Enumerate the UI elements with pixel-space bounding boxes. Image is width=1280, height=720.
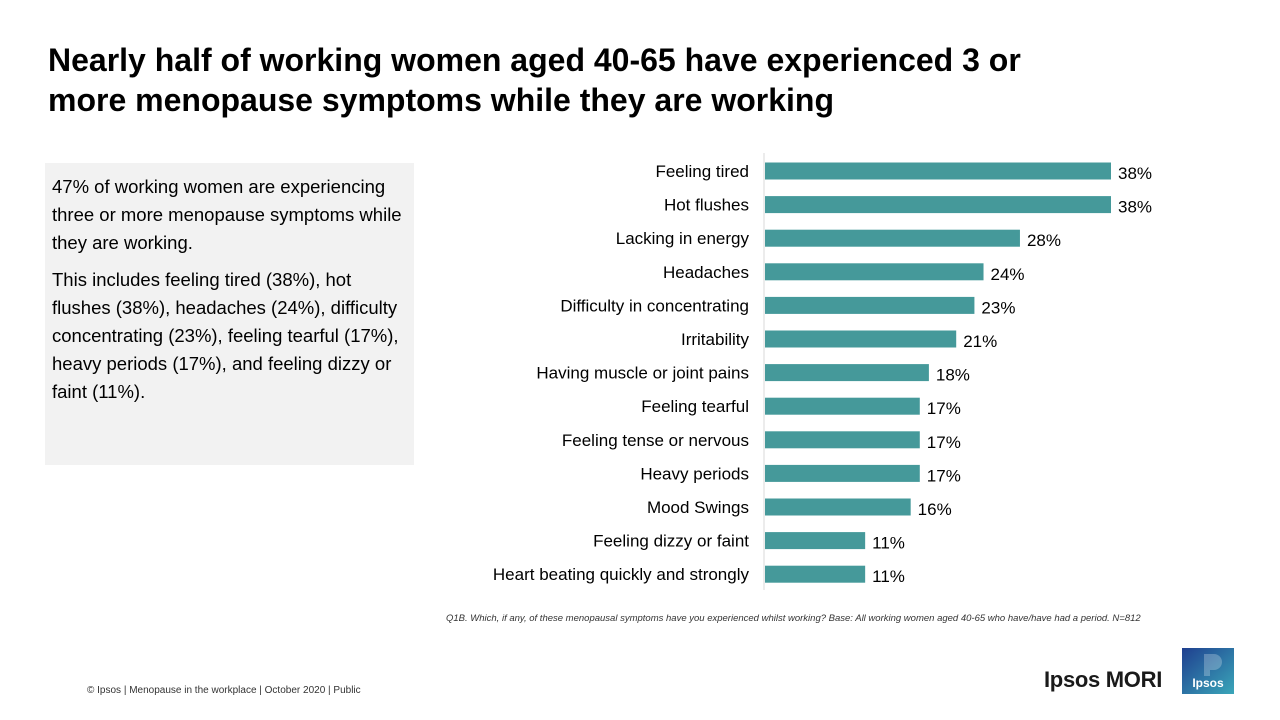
summary-paragraph-1: 47% of working women are experiencing th… <box>52 176 402 253</box>
bar <box>765 162 1111 180</box>
data-label: 38% <box>1118 198 1152 217</box>
category-label: Headaches <box>663 263 749 282</box>
bar <box>765 532 866 550</box>
category-label: Hot flushes <box>664 196 749 215</box>
logo-text: Ipsos <box>1192 676 1224 690</box>
bar <box>765 330 957 348</box>
category-label: Irritability <box>681 330 750 349</box>
data-label: 18% <box>936 366 970 385</box>
slide-title-line-2: more menopause symptoms while they are w… <box>48 82 834 118</box>
data-label: 28% <box>1027 231 1061 250</box>
slide-footer: © Ipsos | Menopause in the workplace | O… <box>87 685 361 696</box>
category-label: Lacking in energy <box>616 229 750 248</box>
category-label: Feeling tearful <box>641 397 749 416</box>
data-label: 16% <box>918 500 952 519</box>
category-label: Feeling tense or nervous <box>562 431 749 450</box>
bar <box>765 431 920 449</box>
data-label: 17% <box>927 466 961 485</box>
data-label: 21% <box>963 332 997 351</box>
summary-box: 47% of working women are experiencing th… <box>45 163 414 465</box>
bar <box>765 565 866 583</box>
bar <box>765 498 911 516</box>
bar <box>765 196 1111 214</box>
category-label: Heavy periods <box>640 464 749 483</box>
bar <box>765 296 975 314</box>
data-label: 11% <box>872 567 905 586</box>
slide-title-line-1: Nearly half of working women aged 40-65 … <box>48 42 1021 78</box>
bar <box>765 229 1020 247</box>
summary-paragraph-2: This includes feeling tired (38%), hot f… <box>52 269 399 402</box>
data-label: 24% <box>991 265 1025 284</box>
category-label: Mood Swings <box>647 498 749 517</box>
category-label: Heart beating quickly and strongly <box>493 565 750 584</box>
category-label: Feeling dizzy or faint <box>593 532 749 551</box>
slide-title: Nearly half of working women aged 40-65 … <box>48 40 1228 120</box>
ipsos-logo-icon: Ipsos <box>1182 648 1234 694</box>
bar <box>765 263 984 281</box>
bar <box>765 464 920 482</box>
data-label: 17% <box>927 433 961 452</box>
bar <box>765 364 929 382</box>
brand-wordmark: Ipsos MORI <box>1044 667 1163 692</box>
category-label: Difficulty in concentrating <box>560 296 749 315</box>
data-label: 11% <box>872 534 905 553</box>
bar <box>765 397 920 415</box>
question-footnote: Q1B. Which, if any, of these menopausal … <box>446 613 1141 624</box>
category-label: Feeling tired <box>655 162 749 181</box>
data-label: 17% <box>927 399 961 418</box>
data-label: 38% <box>1118 164 1152 183</box>
data-label: 23% <box>981 298 1015 317</box>
category-label: Having muscle or joint pains <box>536 364 749 383</box>
